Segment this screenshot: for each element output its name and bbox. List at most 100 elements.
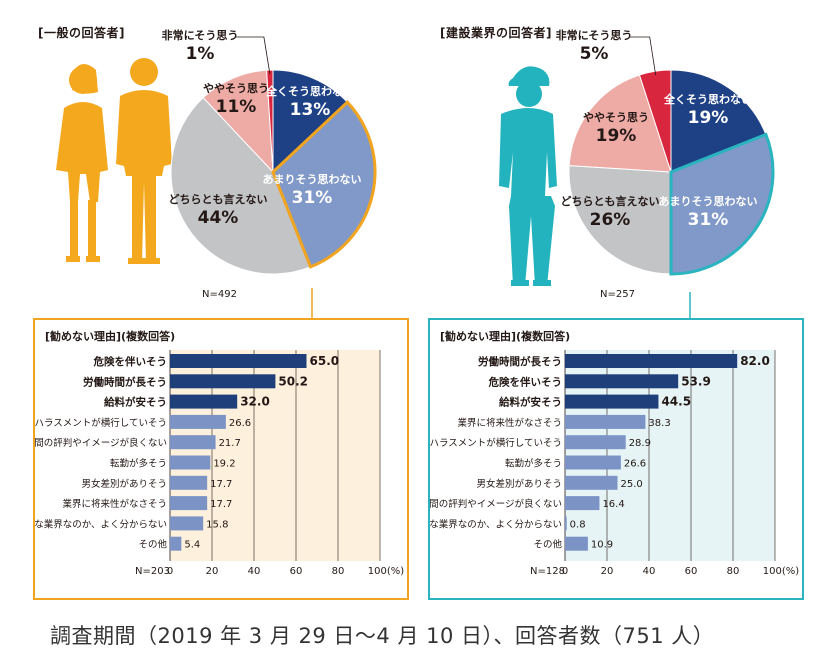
pie-slice-0 bbox=[272, 69, 349, 174]
bar bbox=[565, 496, 600, 511]
left-bar-chart-box: 0 20 40 60 80 100(%) [勧めない理由](複数回答) N=203 危険を伴いそ… bbox=[33, 318, 409, 600]
pie-slice-label: どちらとも言えない bbox=[561, 194, 660, 208]
bar bbox=[170, 354, 307, 368]
x-tick-label: 80 bbox=[332, 566, 345, 577]
bar bbox=[170, 496, 208, 511]
bar-category-label: 男女差別がありそう bbox=[81, 478, 167, 490]
x-tick-label: 0 bbox=[562, 566, 568, 577]
bar bbox=[565, 414, 646, 429]
pie-slice-percent: 19% bbox=[596, 126, 637, 146]
bar-category-label: ハラスメントが横行していそう bbox=[430, 437, 562, 449]
bar-n-label: N=203 bbox=[135, 566, 170, 577]
bar-value-label: 44.5 bbox=[661, 395, 691, 409]
x-tick-label: 40 bbox=[248, 566, 261, 577]
bar-value-label: 50.2 bbox=[278, 374, 308, 388]
leader-line bbox=[236, 36, 271, 75]
bar-value-label: 5.4 bbox=[184, 540, 200, 551]
bar-category-label: 給料が安そう bbox=[104, 396, 167, 409]
bar-value-label: 10.9 bbox=[591, 540, 613, 551]
bar bbox=[565, 475, 618, 490]
pie-slice-label: あまりそう思わない bbox=[263, 173, 362, 186]
bar-category-label: 給料が安そう bbox=[499, 396, 562, 409]
bar-category-label: 転勤が多そう bbox=[505, 458, 562, 470]
x-tick-label: 0 bbox=[167, 566, 173, 577]
bar bbox=[565, 455, 621, 470]
pie-slice-3 bbox=[568, 74, 672, 173]
bar bbox=[565, 374, 679, 389]
pie-slice-4 bbox=[266, 69, 274, 173]
bar-category-label: 労働時間が長そう bbox=[83, 375, 167, 388]
bar-value-label: 16.4 bbox=[602, 499, 624, 510]
survey-period-note: 調査期間（2019 年 3 月 29 日〜4 月 10 日）、回答者数（751 … bbox=[50, 624, 715, 648]
x-tick-label: 20 bbox=[206, 566, 219, 577]
bar-category-label: 業界に将来性がなさそう bbox=[457, 417, 562, 429]
pie-slice-label: 全くそう思わない bbox=[663, 92, 752, 106]
x-tick-label: 40 bbox=[643, 566, 656, 577]
bar-value-label: 53.9 bbox=[681, 374, 711, 388]
bar-value-label: 32.0 bbox=[240, 395, 270, 409]
leader-line bbox=[630, 36, 657, 76]
bar bbox=[170, 435, 216, 450]
bar bbox=[565, 354, 738, 368]
pie-slice-2 bbox=[170, 96, 312, 275]
bar-category-label: 危険を伴いそう bbox=[93, 355, 168, 368]
right-panel-title: [建設業界の回答者] bbox=[440, 26, 552, 40]
bar bbox=[565, 394, 659, 409]
pie-slice-percent: 19% bbox=[688, 108, 729, 128]
construction-worker-icon bbox=[499, 66, 557, 286]
bar bbox=[565, 516, 567, 531]
bar-category-label: 転勤が多そう bbox=[110, 458, 167, 470]
bar-value-label: 38.3 bbox=[648, 418, 670, 429]
pie-slice-label: 非常にそう思う bbox=[556, 28, 633, 42]
bar-value-label: 21.7 bbox=[219, 438, 241, 449]
bar-chart-title: [勧めない理由](複数回答) bbox=[440, 329, 570, 343]
x-tick-label: 100(%) bbox=[368, 566, 404, 577]
pie-slice-percent: 1% bbox=[186, 44, 215, 64]
x-tick-label: 100(%) bbox=[763, 566, 799, 577]
pie-slice-percent: 11% bbox=[216, 97, 257, 117]
pie-slice-percent: 5% bbox=[580, 44, 609, 64]
pie-slice-label: あまりそう思わない bbox=[659, 195, 758, 208]
bar-category-label: その他 bbox=[533, 539, 562, 551]
pie-slice-label: ややそう思う bbox=[583, 111, 649, 124]
bar bbox=[170, 475, 208, 490]
bar-value-label: 17.7 bbox=[210, 499, 232, 510]
bar-category-label: どのような業界なのか、よく分からない bbox=[35, 518, 167, 530]
bar-value-label: 65.0 bbox=[310, 354, 340, 368]
bar bbox=[170, 374, 276, 389]
bar-category-label: どのような業界なのか、よく分からない bbox=[430, 518, 562, 530]
bar-value-label: 26.6 bbox=[624, 459, 646, 470]
bar-value-label: 0.8 bbox=[570, 519, 586, 530]
bar bbox=[170, 516, 204, 531]
pie-slice-label: 非常にそう思う bbox=[162, 28, 239, 42]
pie-highlight-outline bbox=[271, 100, 377, 269]
x-tick-label: 60 bbox=[685, 566, 698, 577]
x-tick-label: 60 bbox=[290, 566, 303, 577]
pie-n-label: N=492 bbox=[202, 289, 237, 300]
bar bbox=[170, 536, 182, 551]
bar-category-label: 危険を伴いそう bbox=[488, 375, 563, 388]
bar-category-label: 労働時間が長そう bbox=[478, 355, 562, 368]
bar-value-label: 15.8 bbox=[206, 519, 228, 530]
bar bbox=[170, 414, 226, 429]
pie-n-label: N=257 bbox=[600, 289, 635, 300]
right-bar-chart-box: 0 20 40 60 80 100(%) [勧めない理由](複数回答) N=128 労働時間が長… bbox=[428, 318, 804, 600]
business-people-icon bbox=[56, 58, 172, 264]
pie-slice-3 bbox=[202, 69, 274, 174]
bar-category-label: 男女差別がありそう bbox=[476, 478, 562, 490]
bar-category-label: 業界に将来性がなさそう bbox=[62, 498, 167, 510]
bar-value-label: 17.7 bbox=[210, 479, 232, 490]
pie-slice-percent: 31% bbox=[292, 188, 333, 208]
bar-category-label: 世間の評判やイメージが良くない bbox=[35, 437, 167, 449]
bar bbox=[565, 435, 626, 450]
pie-slice-label: どちらとも言えない bbox=[169, 192, 268, 206]
bar bbox=[565, 536, 588, 551]
bar-value-label: 25.0 bbox=[621, 479, 643, 490]
pie-slice-percent: 44% bbox=[198, 208, 239, 228]
pie-slice-percent: 31% bbox=[688, 210, 729, 230]
bar-category-label: 世間の評判やイメージが良くない bbox=[430, 498, 562, 510]
pie-slice-percent: 26% bbox=[590, 210, 631, 230]
right-pie-chart: 全くそう思わない 19% あまりそう思わない 31% どちらとも言えない 26% ややそう思… bbox=[556, 28, 778, 304]
pie-slice-percent: 13% bbox=[290, 100, 331, 120]
bar-chart-title: [勧めない理由](複数回答) bbox=[45, 329, 175, 343]
